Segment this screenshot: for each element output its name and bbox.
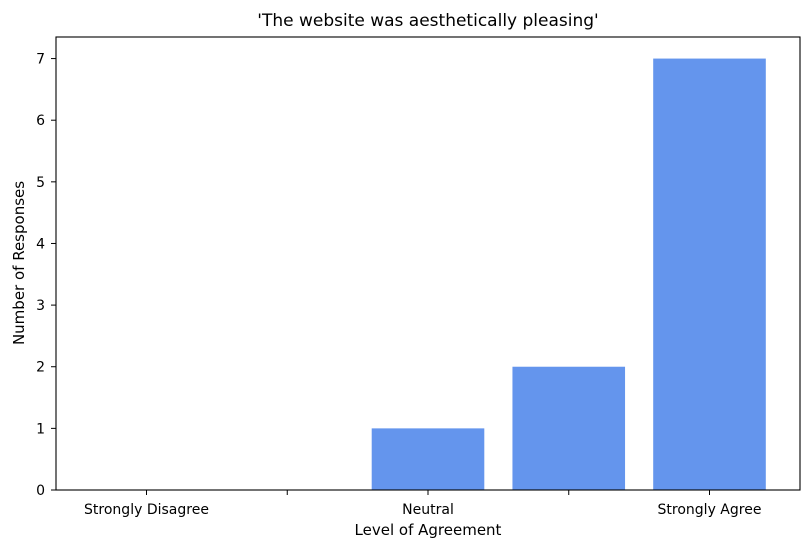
bar [371, 428, 485, 490]
x-tick-label: Strongly Disagree [84, 502, 209, 518]
y-tick-label: 7 [36, 52, 45, 68]
y-tick-label: 0 [36, 483, 45, 499]
y-axis: 0 1 2 3 4 5 6 7 [36, 52, 56, 499]
chart-title: 'The website was aesthetically pleasing' [257, 11, 598, 31]
y-tick-label: 2 [36, 360, 45, 376]
y-tick-label: 6 [36, 113, 45, 129]
y-tick-label: 1 [36, 421, 45, 437]
y-tick-label: 3 [36, 298, 45, 314]
plot-frame [55, 36, 801, 491]
y-tick-label: 4 [36, 236, 45, 252]
x-axis-label: Level of Agreement [355, 521, 502, 539]
y-axis-label: Number of Responses [10, 181, 28, 345]
x-tick-label: Neutral [402, 502, 454, 518]
bars-layer [371, 58, 766, 490]
bar [653, 58, 766, 490]
x-axis: Strongly Disagree Neutral Strongly Agree [84, 490, 761, 518]
y-tick-label: 5 [36, 175, 45, 191]
x-tick-label: Strongly Agree [658, 502, 762, 518]
bar [512, 366, 626, 490]
